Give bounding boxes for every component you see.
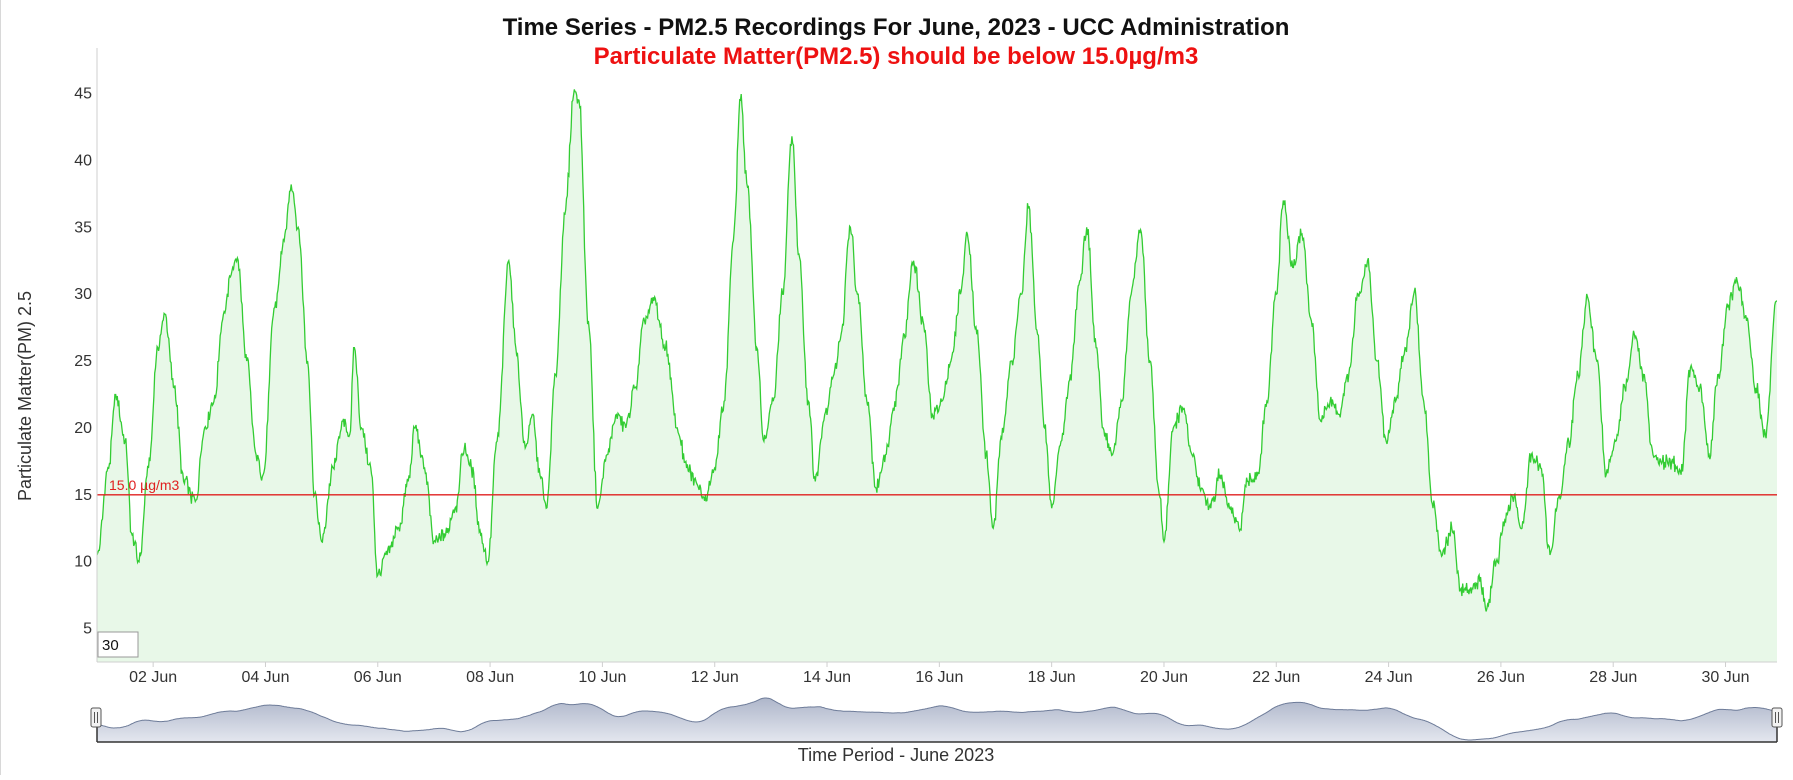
y-tick-label: 40 [74, 152, 92, 169]
pm25-series-line [97, 89, 1777, 612]
navigator-left-handle-icon[interactable] [90, 707, 102, 728]
y-axis-ticks: 5 10 15 20 25 30 35 40 45 [74, 86, 92, 638]
x-tick-label: 18 Jun [1028, 669, 1076, 686]
x-tick-label: 02 Jun [129, 669, 177, 686]
x-tick-label: 04 Jun [241, 669, 289, 686]
x-axis-ticks: 02 Jun 04 Jun 06 Jun 08 Jun 10 Jun 12 Jun 14 J… [129, 662, 1750, 686]
x-tick-label: 24 Jun [1365, 669, 1413, 686]
y-tick-label: 35 [74, 219, 92, 236]
x-axis-label: Time Period - June 2023 [798, 745, 994, 765]
x-tick-label: 12 Jun [691, 669, 739, 686]
x-tick-label: 22 Jun [1252, 669, 1300, 686]
x-tick-label: 16 Jun [915, 669, 963, 686]
x-tick-label: 10 Jun [578, 669, 626, 686]
x-tick-label: 28 Jun [1589, 669, 1637, 686]
y-tick-label: 45 [74, 86, 92, 103]
y-tick-label: 20 [74, 420, 92, 437]
pm25-area-fill [97, 89, 1777, 662]
y-tick-label: 25 [74, 353, 92, 370]
rolling-period-input[interactable] [97, 631, 139, 658]
y-tick-label: 5 [83, 621, 92, 638]
navigator-series-area [97, 698, 1777, 742]
x-tick-label: 20 Jun [1140, 669, 1188, 686]
left-border [0, 0, 1, 775]
navigator-series-line [97, 697, 1777, 741]
y-tick-label: 10 [74, 554, 92, 571]
y-axis-label: Particulate Matter(PM) 2.5 [15, 291, 35, 501]
x-tick-label: 08 Jun [466, 669, 514, 686]
x-tick-label: 06 Jun [354, 669, 402, 686]
y-tick-label: 15 [74, 487, 92, 504]
y-tick-label: 30 [74, 286, 92, 303]
navigator-right-handle-icon[interactable] [1771, 707, 1783, 728]
chart-subtitle: Particulate Matter(PM2.5) should be belo… [594, 43, 1199, 70]
chart-title: Time Series - PM2.5 Recordings For June,… [503, 14, 1290, 41]
plot-area: 15.0 µg/m3 [97, 89, 1777, 662]
x-tick-label: 26 Jun [1477, 669, 1525, 686]
threshold-label: 15.0 µg/m3 [109, 477, 180, 493]
navigator[interactable] [90, 697, 1783, 743]
rolling-period-box[interactable]: 30 [97, 631, 139, 658]
x-tick-label: 14 Jun [803, 669, 851, 686]
x-tick-label: 30 Jun [1702, 669, 1750, 686]
rolling-period-value: 30 [102, 637, 119, 654]
